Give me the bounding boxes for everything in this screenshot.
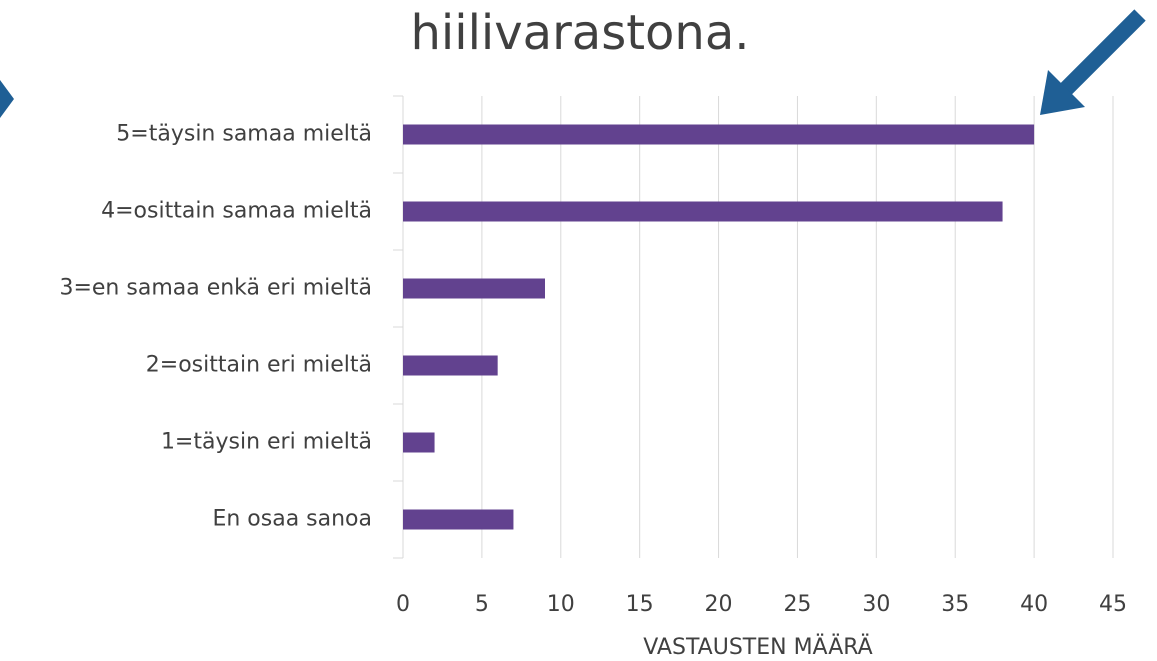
- bar: [403, 355, 498, 376]
- x-tick-label: 25: [783, 592, 811, 617]
- x-tick-label: 5: [475, 592, 489, 617]
- y-tick-label: 5=täysin samaa mieltä: [116, 122, 372, 147]
- y-tick-label: En osaa sanoa: [212, 507, 372, 532]
- x-tick-label: 35: [941, 592, 969, 617]
- arrow-left: [0, 80, 14, 118]
- bar: [403, 509, 514, 530]
- y-tick-label: 1=täysin eri mieltä: [161, 430, 372, 455]
- x-tick-label: 15: [626, 592, 654, 617]
- chart-title: hiilivarastona.: [410, 5, 749, 61]
- x-tick-label: 20: [705, 592, 733, 617]
- y-tick-label: 4=osittain samaa mieltä: [101, 199, 372, 224]
- x-tick-label: 10: [547, 592, 575, 617]
- x-tick-label: 30: [862, 592, 890, 617]
- arrow-pointer: [1040, 9, 1146, 115]
- x-axis-label: VASTAUSTEN MÄÄRÄ: [643, 634, 872, 660]
- arrow-head: [1040, 70, 1085, 115]
- x-tick-label: 45: [1099, 592, 1127, 617]
- y-tick-label: 2=osittain eri mieltä: [146, 353, 372, 378]
- bar: [403, 201, 1003, 222]
- bar: [403, 124, 1035, 145]
- y-tick-label: 3=en samaa enkä eri mieltä: [59, 276, 372, 301]
- arrow-shaft: [1058, 9, 1146, 97]
- bar: [403, 432, 435, 453]
- x-tick-label: 0: [396, 592, 410, 617]
- x-tick-label: 40: [1020, 592, 1048, 617]
- bar: [403, 278, 545, 299]
